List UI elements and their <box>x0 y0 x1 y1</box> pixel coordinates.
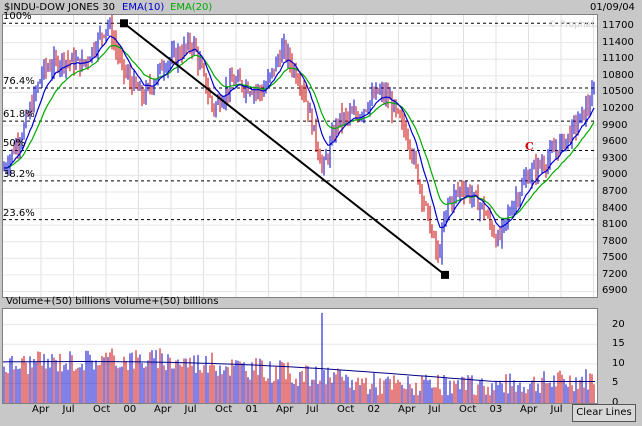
fib-label: 100% <box>3 11 32 23</box>
volume-chart-pane[interactable] <box>2 308 598 404</box>
time-tick-label: 01 <box>245 404 259 415</box>
price-chart-svg: C <box>3 12 597 297</box>
price-tick-label: 9300 <box>602 152 628 164</box>
clear-lines-button[interactable]: Clear Lines <box>572 404 636 422</box>
watermark: © Prophet.Net <box>548 20 614 30</box>
trend-handle-end[interactable] <box>441 270 449 279</box>
time-tick-label: Apr <box>154 404 172 415</box>
price-tick-label: 6900 <box>602 285 628 297</box>
time-tick-label: 02 <box>367 404 381 415</box>
date-label: 01/09/04 <box>590 2 635 13</box>
time-tick-label: Oct <box>215 404 233 415</box>
price-tick-label: 11400 <box>602 36 634 48</box>
price-chart-pane[interactable]: C <box>2 12 598 298</box>
price-tick-label: 10800 <box>602 69 634 81</box>
volume-tick-label: 0 <box>612 397 619 408</box>
fib-label: 38.2% <box>3 168 35 180</box>
price-tick-label: 9600 <box>602 136 628 148</box>
price-tick-label: 9000 <box>602 169 628 181</box>
annotation-c: C <box>525 140 534 153</box>
time-tick-label: Jul <box>550 404 563 415</box>
price-tick-label: 7200 <box>602 268 628 280</box>
volume-tick-label: 10 <box>612 357 625 369</box>
trend-handle-start[interactable] <box>120 19 128 28</box>
time-tick-label: Oct <box>459 404 477 415</box>
volume-bars <box>3 312 595 403</box>
price-tick-label: 8700 <box>602 185 628 197</box>
volume-chart-svg <box>2 312 597 403</box>
time-tick-label: Apr <box>276 404 294 415</box>
time-tick-label: Apr <box>520 404 538 415</box>
fib-label: 61.8% <box>3 109 35 121</box>
price-tick-label: 7800 <box>602 235 628 247</box>
volume-average-line <box>2 361 595 382</box>
trend-line[interactable] <box>123 22 446 276</box>
price-tick-label: 11700 <box>602 20 634 32</box>
ema20-legend: EMA(20) <box>170 2 213 13</box>
time-tick-label: Apr <box>32 404 50 415</box>
fib-label: 76.4% <box>3 75 35 87</box>
time-tick-label: 00 <box>123 404 137 415</box>
fib-label: 50% <box>3 138 26 150</box>
ema10-line <box>4 35 595 229</box>
volume-legend-1: Volume+(50) billions <box>6 296 111 307</box>
time-tick-label: 03 <box>489 404 503 415</box>
time-tick-label: Jul <box>428 404 441 415</box>
time-tick-label: Apr <box>398 404 416 415</box>
price-tick-label: 9900 <box>602 119 628 131</box>
price-tick-label: 8100 <box>602 219 628 231</box>
volume-tick-label: 15 <box>612 338 625 350</box>
price-tick-label: 10500 <box>602 86 634 98</box>
time-tick-label: Jul <box>62 404 75 415</box>
volume-tick-label: 5 <box>612 377 619 389</box>
price-tick-label: 11100 <box>602 53 634 65</box>
time-tick-label: Jul <box>306 404 319 415</box>
ema10-legend: EMA(10) <box>122 2 165 13</box>
time-tick-label: Oct <box>93 404 111 415</box>
time-tick-label: Jul <box>184 404 197 415</box>
volume-legend-2: Volume+(50) billions <box>114 296 219 307</box>
volume-tick-label: 20 <box>612 318 625 330</box>
price-bars <box>3 12 595 265</box>
price-tick-label: 10200 <box>602 103 634 114</box>
fib-label: 23.6% <box>3 207 35 219</box>
time-tick-label: Oct <box>337 404 355 415</box>
price-tick-label: 8400 <box>602 202 628 214</box>
price-tick-label: 7500 <box>602 252 628 264</box>
symbol-label: $INDU-DOW JONES 30 <box>4 2 115 13</box>
